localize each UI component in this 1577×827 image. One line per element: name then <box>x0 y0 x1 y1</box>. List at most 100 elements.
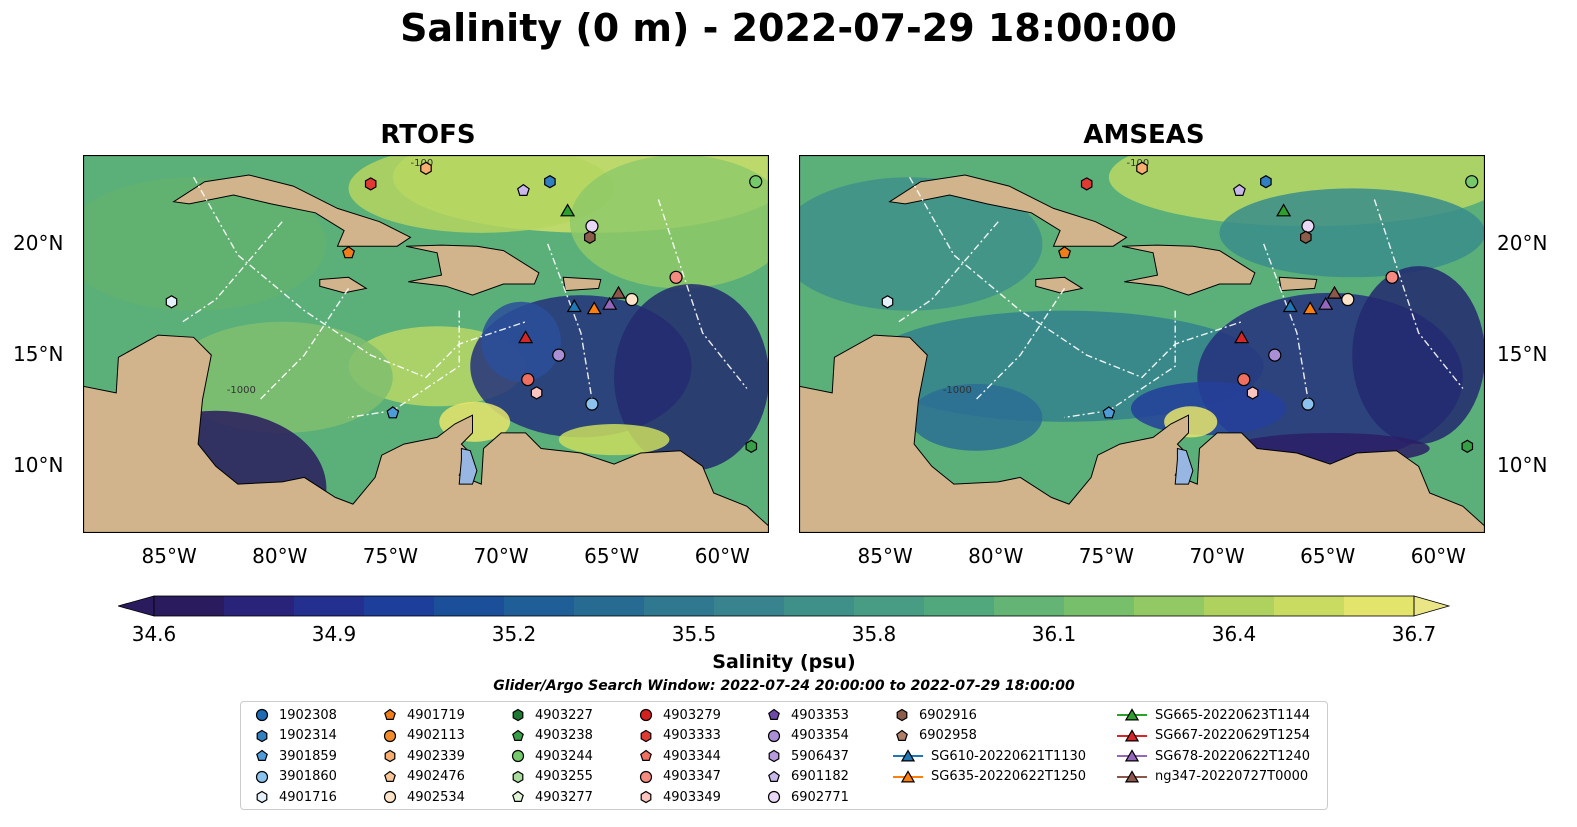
legend-marker-icon <box>767 790 781 804</box>
legend-item: 1902308 <box>253 705 337 725</box>
legend-marker <box>1124 769 1140 782</box>
legend-marker-icon <box>512 790 524 802</box>
search-window-text: Glider/Argo Search Window: 2022-07-24 20… <box>493 678 1075 694</box>
amseas-land-hisp <box>1121 244 1256 296</box>
legend-label: 4903354 <box>791 728 849 743</box>
amseas-marker-SG667-20220629T1254 <box>1234 330 1250 344</box>
legend-marker <box>1124 708 1140 721</box>
colorbar-segment <box>1134 596 1205 616</box>
amseas-marker-4901719 <box>1058 246 1072 259</box>
legend-marker-icon <box>256 749 268 761</box>
legend-marker <box>1124 728 1140 741</box>
legend-marker <box>384 708 396 720</box>
legend-label: 3901859 <box>279 748 337 764</box>
legend-label: 4903344 <box>663 748 721 764</box>
rtofs-marker-4903347 <box>669 270 683 284</box>
rtofs-marker-1902314 <box>544 175 556 189</box>
legend-label: 4903227 <box>535 707 593 723</box>
legend-marker <box>768 749 780 763</box>
legend-item: SG678-20220622T1240 <box>1117 746 1310 766</box>
amseas-eez-line <box>1064 310 1176 419</box>
amseas-marker-6902771 <box>1301 219 1315 233</box>
colorbar-extend-high <box>1413 595 1450 617</box>
amseas-marker-4901716 <box>881 295 894 309</box>
amseas-y-tick-label: 10°N <box>1497 453 1548 478</box>
amseas-marker-4903333 <box>1080 177 1093 191</box>
colorbar-tick-label: 36.4 <box>1211 622 1257 646</box>
amseas-eez-line <box>975 288 1066 401</box>
legend-label: 3901860 <box>279 769 337 784</box>
legend-label: 1902308 <box>279 707 337 723</box>
legend-label: 4903279 <box>663 707 721 723</box>
legend-label: 4903255 <box>535 769 593 784</box>
rtofs-x-tick-label: 75°W <box>362 544 419 568</box>
amseas-marker-6901182 <box>1232 183 1246 197</box>
legend-marker-icon <box>893 749 923 762</box>
amseas-marker-ng347-20220727T0000 <box>1326 285 1343 299</box>
amseas-y-tick-label: 15°N <box>1497 342 1548 367</box>
legend-label: 4903238 <box>535 728 593 743</box>
amseas-salinity-patch <box>799 177 1043 311</box>
legend-label: 4903244 <box>535 748 593 764</box>
rtofs-x-tick-label: 85°W <box>141 544 197 568</box>
colorbar-segment <box>504 596 575 616</box>
colorbar-tick-label: 36.7 <box>1391 622 1437 646</box>
rtofs-eez-line <box>348 310 460 419</box>
rtofs-frame <box>83 155 769 533</box>
amseas-marker-4903244 <box>1465 175 1479 189</box>
rtofs-marker-4903349 <box>530 386 543 400</box>
legend-marker-icon <box>512 729 524 741</box>
rtofs-y-tick-label: 15°N <box>13 342 64 367</box>
amseas-salinity-patch <box>1219 188 1485 278</box>
legend-label: 1902314 <box>279 728 337 743</box>
legend-item: 3901860 <box>253 767 337 787</box>
amseas-marker-4902339 <box>1136 161 1148 175</box>
rtofs-x-tick-label: 70°W <box>473 544 529 568</box>
colorbar-segment <box>574 596 645 616</box>
legend-marker <box>1124 749 1140 762</box>
rtofs-x-tick-label: 60°W <box>694 544 750 568</box>
rtofs-marker-6902771 <box>585 219 599 233</box>
legend-label: 4901716 <box>279 789 337 805</box>
amseas-lake-maracaibo <box>1174 447 1194 485</box>
amseas-land-pr <box>1278 276 1318 292</box>
colorbar-label: Salinity (psu) <box>712 651 856 673</box>
amseas-x-tick-label: 80°W <box>968 544 1024 568</box>
rtofs-eez-line <box>547 243 593 400</box>
amseas-land-cuba <box>888 174 1128 247</box>
legend-marker <box>256 790 268 804</box>
rtofs-marker-4903244 <box>749 175 763 189</box>
colorbar-tick-label: 36.1 <box>1031 622 1077 646</box>
legend-marker <box>639 770 653 783</box>
amseas-marker-4903347 <box>1385 270 1399 284</box>
legend-marker <box>767 790 781 804</box>
amseas-marker-3901859 <box>1102 406 1116 419</box>
colorbar-segment <box>364 596 435 616</box>
legend-marker-icon <box>1117 708 1147 721</box>
legend-marker <box>640 749 652 761</box>
figure-title: Salinity (0 m) - 2022-07-29 18:00:00 <box>400 6 1177 50</box>
legend-item: 5906437 <box>765 746 849 766</box>
rtofs-lake-maracaibo <box>458 447 478 485</box>
legend-marker <box>255 708 269 722</box>
rtofs-contour-label: -100 <box>411 158 434 169</box>
rtofs-land-cuba <box>172 174 412 247</box>
amseas-panel-title: AMSEAS <box>1083 120 1205 150</box>
legend-label: SG667-20220629T1254 <box>1155 728 1311 743</box>
legend-marker <box>512 790 524 802</box>
rtofs-eez-line <box>657 199 748 389</box>
legend-item: 4903255 <box>509 767 593 787</box>
legend-marker-icon <box>893 769 923 782</box>
colorbar-segment <box>784 596 855 616</box>
legend-label: 6901182 <box>791 769 849 784</box>
rtofs-marker-4901716 <box>165 295 178 309</box>
legend-marker <box>640 729 652 742</box>
legend-item: 6902771 <box>765 787 849 807</box>
rtofs-x-tick-label: 80°W <box>252 544 308 568</box>
rtofs-y-tick-label: 20°N <box>13 230 64 255</box>
rtofs-salinity-patch <box>83 177 327 311</box>
colorbar-tick-label: 34.9 <box>311 622 357 646</box>
colorbar-tick-label: 35.2 <box>491 622 537 646</box>
rtofs-salinity-patch <box>569 155 769 289</box>
rtofs-marker-4903333 <box>364 177 377 191</box>
